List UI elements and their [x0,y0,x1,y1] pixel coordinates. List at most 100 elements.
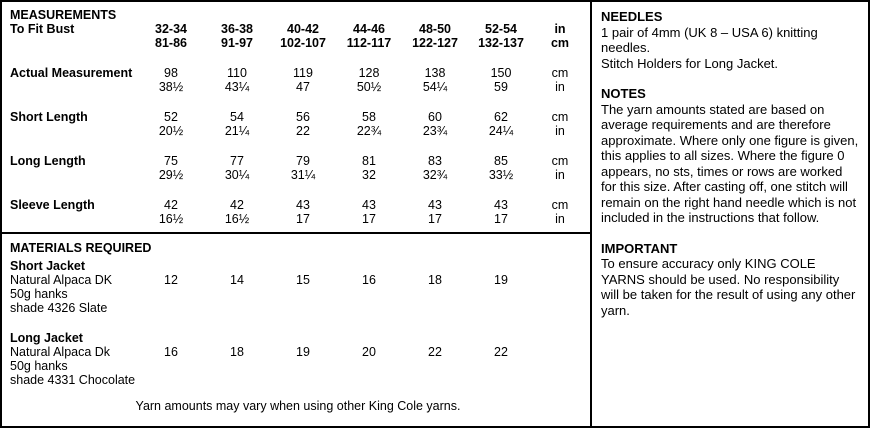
value-in: 17 [428,212,442,226]
size-in: 36-38 [221,22,253,36]
measurement-values: 43 17 [402,198,468,226]
material-item-short-jacket: Short Jacket Natural Alpaca DK 12 14 15 … [10,259,586,315]
material-item-long-jacket: Long Jacket Natural Alpaca Dk 16 18 19 2… [10,331,586,387]
measurement-row-actual: Actual Measurement 98 38½ 110 43¼ 119 47… [10,66,586,94]
value-in: 17 [362,212,376,226]
value-in: 29½ [158,168,184,182]
value-cm: 150 [490,66,512,80]
unit-in: in [554,22,566,36]
materials-title: MATERIALS REQUIRED [10,241,152,255]
size-in: 32-34 [155,22,187,36]
right-panel: NEEDLES 1 pair of 4mm (UK 8 – USA 6) kni… [592,2,868,426]
size-col: 36-38 91-97 [204,22,270,50]
measurement-row-short-length: Short Length 52 20½ 54 21¼ 56 22 58 22¾ [10,110,586,138]
value-cm: 43 [428,198,442,212]
value-cm: 60 [428,110,442,124]
unit-in: in [555,124,565,138]
material-value: 14 [230,273,244,287]
unit-cell: cm in [534,66,586,94]
measurement-values: 83 32¾ [402,154,468,182]
unit-cm: cm [550,36,570,50]
size-header-row: To Fit Bust 32-34 81-86 36-38 91-97 40-4… [10,22,586,50]
measurement-values: 43 17 [270,198,336,226]
measurement-row-long-length: Long Length 75 29½ 77 30¼ 79 31¼ 81 32 [10,154,586,182]
material-value: 22 [494,345,508,359]
measurement-values: 138 54¼ [402,66,468,94]
measurement-values: 42 16½ [204,198,270,226]
measurement-label: Long Length [10,154,86,168]
value-cm: 43 [296,198,310,212]
value-in: 23¾ [422,124,448,138]
measurement-values: 43 17 [468,198,534,226]
material-values-row: Natural Alpaca DK 12 14 15 16 18 19 [10,273,586,287]
value-cm: 110 [227,66,247,80]
notes-section: NOTES The yarn amounts stated are based … [601,86,860,226]
measurement-values: 56 22 [270,110,336,138]
material-value: 20 [362,345,376,359]
value-in: 30¼ [224,168,250,182]
size-cm: 81-86 [155,36,187,50]
measurement-values: 85 33½ [468,154,534,182]
value-cm: 79 [296,154,310,168]
measurement-values: 79 31¼ [270,154,336,182]
measurement-values: 42 16½ [138,198,204,226]
value-cm: 54 [230,110,244,124]
value-in: 59 [494,80,508,94]
size-in: 48-50 [419,22,451,36]
value-in: 32 [362,168,376,182]
measurement-values: 54 21¼ [204,110,270,138]
fit-bust-label: To Fit Bust [10,22,75,36]
unit-in: in [555,212,565,226]
size-col: 32-34 81-86 [138,22,204,50]
value-in: 17 [494,212,508,226]
shade-name: shade 4326 Slate [10,301,108,315]
unit-in: in [555,80,565,94]
yarn-name: Natural Alpaca DK [10,273,113,287]
yarn-name: Natural Alpaca Dk [10,345,111,359]
measurement-values: 60 23¾ [402,110,468,138]
material-value: 19 [296,345,310,359]
value-cm: 119 [293,66,313,80]
yarn-footnote: Yarn amounts may vary when using other K… [135,399,461,413]
value-in: 16½ [158,212,184,226]
shade-name: shade 4331 Chocolate [10,373,136,387]
value-cm: 77 [230,154,244,168]
materials-section: MATERIALS REQUIRED Short Jacket Natural … [2,234,590,426]
measurement-values: 52 20½ [138,110,204,138]
value-in: 38½ [158,80,184,94]
measurements-title: MEASUREMENTS [10,8,117,22]
material-value: 16 [164,345,178,359]
measurement-label: Sleeve Length [10,198,95,212]
value-cm: 81 [362,154,376,168]
value-cm: 75 [164,154,178,168]
value-in: 31¼ [290,168,316,182]
unit-col: in cm [534,22,586,50]
material-value: 12 [164,273,178,287]
material-value: 16 [362,273,376,287]
measurement-values: 110 43¼ [204,66,270,94]
needles-line: Stitch Holders for Long Jacket. [601,55,779,71]
unit-cm: cm [551,66,569,80]
value-cm: 56 [296,110,310,124]
measurement-values: 43 17 [336,198,402,226]
value-in: 16½ [224,212,250,226]
pack-size: 50g hanks [10,287,68,301]
measurement-row-sleeve-length: Sleeve Length 42 16½ 42 16½ 43 17 43 17 [10,198,586,226]
unit-cm: cm [551,110,569,124]
value-in: 43¼ [224,80,250,94]
size-cm: 132-137 [478,36,524,50]
measurement-values: 128 50½ [336,66,402,94]
needles-section: NEEDLES 1 pair of 4mm (UK 8 – USA 6) kni… [601,9,860,71]
value-in: 22¾ [356,124,382,138]
measurement-label: Short Length [10,110,88,124]
value-cm: 43 [494,198,508,212]
important-text: To ensure accuracy only KING COLE YARNS … [601,256,856,318]
value-cm: 42 [164,198,178,212]
material-name: Long Jacket [10,331,83,345]
unit-in: in [555,168,565,182]
value-cm: 128 [358,66,380,80]
size-cm: 122-127 [412,36,458,50]
size-in: 44-46 [353,22,385,36]
material-values-row: Natural Alpaca Dk 16 18 19 20 22 22 [10,345,586,359]
